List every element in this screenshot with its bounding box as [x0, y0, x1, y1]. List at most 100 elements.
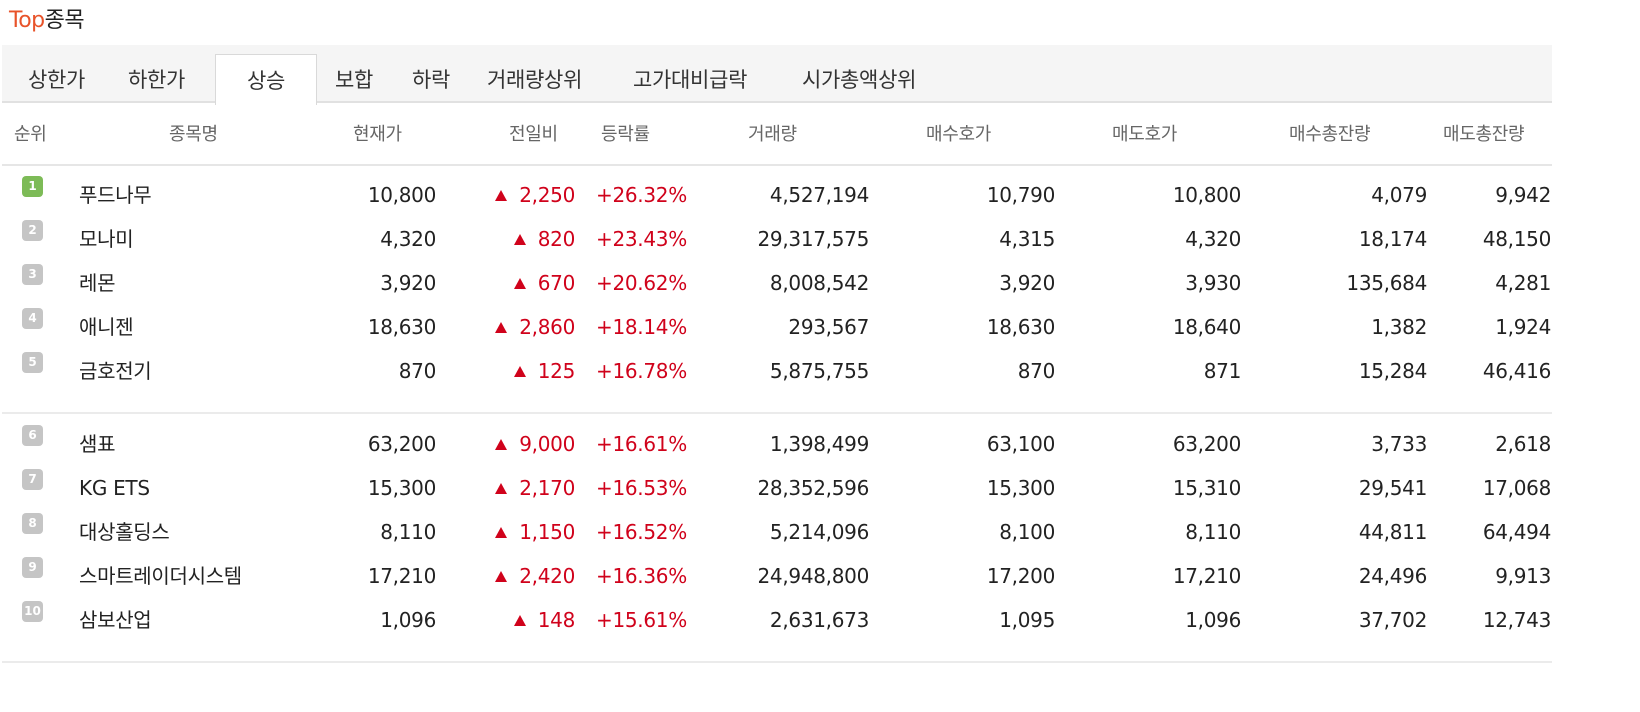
rank-badge: 8: [22, 513, 43, 534]
up-triangle-icon: [513, 278, 526, 289]
rank-badge: 4: [22, 308, 43, 329]
bid-total-cell: 29,541: [1358, 476, 1427, 500]
ask-total-cell: 9,913: [1495, 564, 1551, 588]
volume-cell: 1,398,499: [769, 432, 869, 456]
change-value: 820: [537, 227, 576, 251]
tab-rise[interactable]: 상승: [215, 54, 317, 105]
ask-total-cell: 64,494: [1482, 520, 1551, 544]
stock-name-link[interactable]: 대상홀딩스: [79, 520, 170, 544]
price-cell: 63,200: [367, 432, 436, 456]
price-cell: 8,110: [380, 520, 436, 544]
tab-top-volume[interactable]: 거래량상위: [487, 68, 583, 92]
bid-total-cell: 37,702: [1358, 608, 1427, 632]
change-cell: 2,250: [495, 181, 575, 209]
ask-total-cell: 17,068: [1482, 476, 1551, 500]
stock-name-link[interactable]: 금호전기: [79, 359, 152, 383]
rate-cell: +26.32%: [596, 183, 687, 207]
tab-drop-from-high[interactable]: 고가대비급락: [633, 68, 748, 92]
change-value: 9,000: [519, 432, 575, 456]
tab-unchanged[interactable]: 보합: [335, 68, 374, 92]
tab-upper-limit[interactable]: 상한가: [28, 68, 86, 92]
ask-total-cell: 48,150: [1482, 227, 1551, 251]
price-cell: 10,800: [367, 183, 436, 207]
col-change: 전일비: [509, 124, 558, 145]
ask-total-cell: 9,942: [1495, 183, 1551, 207]
table-row: 6 샘표 9,000 63,200 +16.61% 1,398,499 63,100 63,2…: [0, 423, 1560, 467]
stock-name-link[interactable]: 삼보산업: [79, 608, 152, 632]
ask-cell: 10,800: [1172, 183, 1241, 207]
volume-cell: 28,352,596: [757, 476, 869, 500]
price-cell: 1,096: [380, 608, 436, 632]
rank-badge: 9: [22, 557, 43, 578]
ask-cell: 18,640: [1172, 315, 1241, 339]
change-cell: 125: [513, 357, 575, 385]
title-text: 종목: [44, 8, 85, 33]
change-value: 148: [537, 608, 576, 632]
bid-cell: 10,790: [986, 183, 1055, 207]
col-bid-total: 매수총잔량: [1289, 124, 1371, 145]
bid-total-cell: 24,496: [1358, 564, 1427, 588]
rank-badge: 1: [22, 176, 43, 197]
tab-top-market-cap[interactable]: 시가총액상위: [802, 68, 917, 92]
stock-name-link[interactable]: 푸드나무: [79, 183, 152, 207]
rank-badge: 5: [22, 352, 43, 373]
stock-name-link[interactable]: 모나미: [79, 227, 134, 251]
stock-name-link[interactable]: 애니젠: [79, 315, 134, 339]
rank-badge: 6: [22, 425, 43, 446]
table-header: 순위 종목명 현재가 전일비 등락률 거래량 매수호가 매도호가 매수총잔량 매…: [2, 104, 1552, 166]
tab-bar: 상한가 하한가 상승 보합 하락 거래량상위 고가대비급락 시가총액상위: [2, 45, 1552, 105]
price-cell: 3,920: [380, 271, 436, 295]
col-bid: 매수호가: [926, 124, 992, 145]
tab-fall[interactable]: 하락: [412, 68, 451, 92]
up-triangle-icon: [513, 366, 526, 377]
table-bottom-border: [2, 661, 1552, 663]
rate-cell: +16.36%: [596, 564, 687, 588]
volume-cell: 5,875,755: [769, 359, 869, 383]
tab-lower-limit[interactable]: 하한가: [128, 68, 186, 92]
stock-name-link[interactable]: 스마트레이더시스템: [79, 564, 242, 588]
table-row: 8 대상홀딩스 1,150 8,110 +16.52% 5,214,096 8,100 8,1…: [0, 511, 1560, 555]
bid-cell: 18,630: [986, 315, 1055, 339]
rate-cell: +20.62%: [596, 271, 687, 295]
volume-cell: 24,948,800: [757, 564, 869, 588]
stock-name-link[interactable]: KG ETS: [79, 476, 150, 500]
table-row: 9 스마트레이더시스템 2,420 17,210 +16.36% 24,948,800 17…: [0, 555, 1560, 599]
bid-total-cell: 3,733: [1371, 432, 1427, 456]
bid-total-cell: 44,811: [1358, 520, 1427, 544]
ask-cell: 17,210: [1172, 564, 1241, 588]
change-cell: 670: [513, 269, 576, 297]
up-triangle-icon: [513, 615, 526, 626]
group-divider: [2, 412, 1552, 414]
up-triangle-icon: [495, 483, 508, 494]
up-triangle-icon: [513, 234, 526, 245]
volume-cell: 293,567: [788, 315, 869, 339]
bid-cell: 4,315: [999, 227, 1055, 251]
section-title: Top종목: [9, 4, 85, 38]
col-ask: 매도호가: [1112, 124, 1178, 145]
table-row: 2 모나미 820 4,320 +23.43% 29,317,575 4,315 4,320 1…: [0, 218, 1560, 262]
rate-cell: +16.61%: [596, 432, 687, 456]
ask-total-cell: 4,281: [1495, 271, 1551, 295]
ask-cell: 63,200: [1172, 432, 1241, 456]
ask-cell: 871: [1203, 359, 1242, 383]
change-value: 670: [537, 271, 576, 295]
bid-total-cell: 4,079: [1371, 183, 1427, 207]
table-row: 7 KG ETS 2,170 15,300 +16.53% 28,352,596 15,30…: [0, 467, 1560, 511]
change-cell: 9,000: [495, 430, 575, 458]
change-value: 1,150: [519, 520, 575, 544]
table-row: 3 레몬 670 3,920 +20.62% 8,008,542 3,920 3,930 135…: [0, 262, 1560, 306]
ask-cell: 8,110: [1185, 520, 1241, 544]
ask-cell: 4,320: [1185, 227, 1241, 251]
stock-name-link[interactable]: 샘표: [79, 432, 116, 456]
title-accent: Top: [9, 8, 45, 33]
change-cell: 2,860: [495, 313, 575, 341]
col-rank: 순위: [14, 124, 47, 145]
ask-total-cell: 1,924: [1495, 315, 1551, 339]
up-triangle-icon: [495, 322, 508, 333]
change-cell: 148: [513, 606, 576, 634]
stock-name-link[interactable]: 레몬: [79, 271, 116, 295]
up-triangle-icon: [495, 527, 508, 538]
rank-badge: 7: [22, 469, 43, 490]
rate-cell: +16.52%: [596, 520, 687, 544]
change-value: 2,250: [519, 183, 575, 207]
